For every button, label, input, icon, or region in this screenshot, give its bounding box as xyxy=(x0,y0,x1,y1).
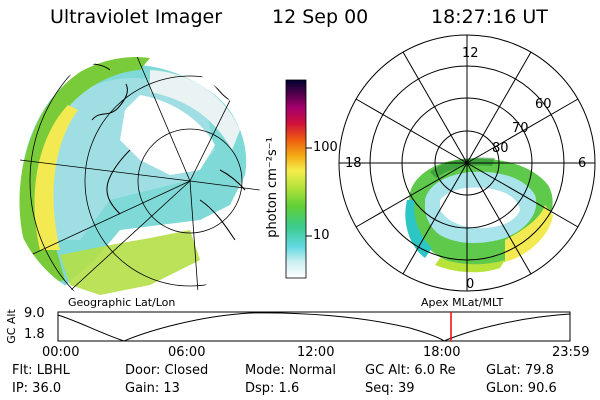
colorbar-tick-10: 10 xyxy=(313,228,330,243)
time-tick-0600: 06:00 xyxy=(168,345,206,360)
info-ip: IP: 36.0 xyxy=(12,381,62,396)
info-mode: Mode: Normal xyxy=(245,363,336,378)
time-tick-0000: 00:00 xyxy=(42,345,80,360)
instrument-title: Ultraviolet Imager xyxy=(50,6,223,28)
observation-time: 18:27:16 UT xyxy=(431,6,548,28)
geographic-map xyxy=(10,57,260,307)
time-tick-2359: 23:59 xyxy=(552,345,590,360)
mlt-label-6: 6 xyxy=(578,156,587,171)
info-gain: Gain: 13 xyxy=(125,381,180,396)
info-dsp: Dsp: 1.6 xyxy=(245,381,300,396)
info-glat: GLat: 79.8 xyxy=(486,363,554,378)
mlat-label-70: 70 xyxy=(512,121,529,136)
altitude-tick-1-8: 1.8 xyxy=(24,327,45,342)
info-glon: GLon: 90.6 xyxy=(486,381,557,396)
geographic-map-label: Geographic Lat/Lon xyxy=(68,296,176,309)
coastline-outline xyxy=(79,59,246,241)
altitude-axis-title: GC Alt xyxy=(4,309,18,344)
magnetic-map-label: Apex MLat/MLT xyxy=(421,296,504,309)
mlt-label-18: 18 xyxy=(345,156,362,171)
mlt-label-12: 12 xyxy=(462,46,479,61)
altitude-curve xyxy=(57,312,571,342)
colorbar-tick-100: 100 xyxy=(313,140,338,155)
magnetic-polar-map xyxy=(338,34,596,292)
info-gc-alt: GC Alt: 6.0 Re xyxy=(365,363,456,378)
colorbar-unit-label: photon cm⁻²s⁻¹ xyxy=(264,137,280,238)
info-door: Door: Closed xyxy=(125,363,209,378)
mlt-label-0: 0 xyxy=(466,277,475,292)
time-tick-1800: 18:00 xyxy=(423,345,461,360)
colorbar xyxy=(285,79,312,279)
mlat-label-80: 80 xyxy=(492,141,509,156)
altitude-tick-9: 9.0 xyxy=(24,306,45,321)
info-seq: Seq: 39 xyxy=(365,381,415,396)
altitude-plot xyxy=(57,311,571,342)
magnetic-grid xyxy=(338,34,596,292)
mlat-label-60: 60 xyxy=(535,97,552,112)
observation-date: 12 Sep 00 xyxy=(272,6,369,28)
info-filter: Flt: LBHL xyxy=(12,363,70,378)
time-tick-1200: 12:00 xyxy=(297,345,335,360)
